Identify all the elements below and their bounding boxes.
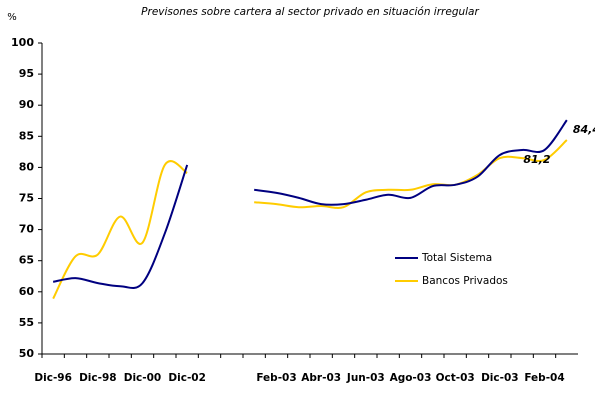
- y-tick-label: 100: [11, 36, 34, 49]
- y-tick-label: 70: [19, 223, 35, 236]
- legend-label: Total Sistema: [421, 252, 492, 264]
- x-tick-label: Dic-03: [481, 372, 519, 384]
- x-tick-label: Feb-03: [256, 372, 296, 384]
- x-tick-label: Dic-02: [168, 372, 206, 384]
- y-tick-label: 65: [19, 254, 34, 267]
- x-tick-label: Oct-03: [436, 372, 475, 384]
- y-tick-label: 90: [19, 98, 35, 111]
- data-label: 84,4: [573, 123, 595, 136]
- data-label: 81,2: [523, 153, 550, 166]
- y-tick-label: 85: [19, 129, 34, 142]
- y-tick-label: 75: [19, 192, 34, 205]
- series-line: [52, 139, 568, 300]
- x-tick-label: Feb-04: [524, 372, 564, 384]
- y-tick-label: 95: [19, 67, 34, 80]
- x-tick-label: Dic-96: [34, 372, 72, 384]
- y-tick-label: 80: [19, 160, 35, 173]
- y-axis-label: %: [7, 12, 17, 23]
- x-tick-label: Abr-03: [301, 372, 341, 384]
- y-tick-label: 55: [19, 316, 34, 329]
- x-tick-label: Ago-03: [390, 372, 432, 384]
- x-tick-label: Dic-00: [124, 372, 162, 384]
- chart-title: Previsones sobre cartera al sector priva…: [141, 6, 479, 18]
- x-tick-label: Jun-03: [346, 372, 385, 384]
- series-line: [52, 119, 568, 289]
- y-tick-label: 50: [19, 347, 35, 360]
- x-tick-label: Dic-98: [79, 372, 117, 384]
- y-tick-label: 60: [19, 285, 35, 298]
- legend-label: Bancos Privados: [422, 275, 508, 287]
